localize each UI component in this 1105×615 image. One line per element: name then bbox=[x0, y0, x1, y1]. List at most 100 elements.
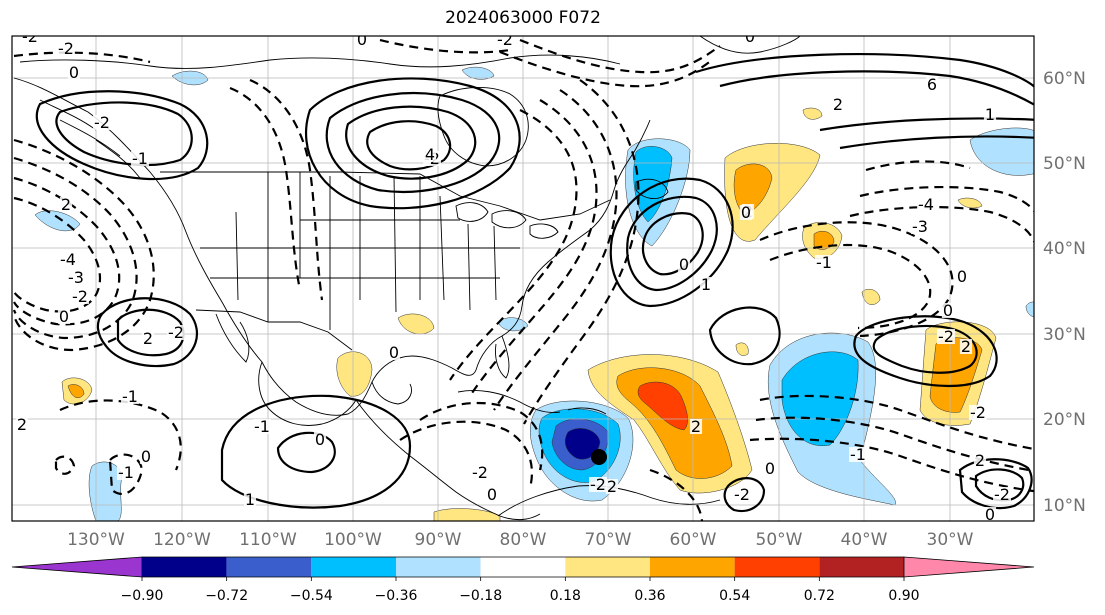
contour-label: 0 bbox=[741, 203, 751, 222]
contour-label: -2 bbox=[472, 463, 488, 482]
contour-label: 2 bbox=[833, 95, 843, 114]
contour-label: -2 bbox=[22, 27, 38, 46]
positive-anomaly-patch bbox=[735, 342, 749, 356]
contour-label: -1 bbox=[118, 463, 134, 482]
contour-label: -3 bbox=[912, 217, 928, 236]
contour-label: -4 bbox=[918, 195, 934, 214]
contour-label: -2 bbox=[590, 475, 606, 494]
contour-label: 0 bbox=[357, 30, 367, 49]
longitude-label: 90°W bbox=[415, 530, 462, 550]
contour-label: 1 bbox=[701, 275, 711, 294]
colorbar-swatch bbox=[480, 557, 566, 577]
colorbar-swatch bbox=[311, 557, 396, 577]
contour-label: 0 bbox=[957, 267, 967, 286]
contour-label: 0 bbox=[69, 63, 79, 82]
hudson-bay bbox=[437, 86, 529, 167]
positive-anomaly-patch bbox=[336, 351, 373, 397]
colorbar-tick-label: 0.72 bbox=[804, 588, 835, 604]
colorbar-swatch bbox=[819, 557, 904, 577]
colorbar-tick-label: −0.72 bbox=[205, 588, 248, 604]
yucatan bbox=[371, 381, 412, 405]
colorbar-swatch bbox=[734, 557, 820, 577]
contour-label: -2 bbox=[734, 485, 750, 504]
longitude-label: 100°W bbox=[324, 530, 382, 550]
colorbar-swatch bbox=[226, 557, 312, 577]
colorbar-tick-label: 0.54 bbox=[719, 588, 750, 604]
colorbar-swatch bbox=[650, 557, 735, 577]
contour-label: -2 bbox=[938, 327, 954, 346]
colorbar-tick-label: −0.54 bbox=[290, 588, 333, 604]
contour-lines bbox=[12, 38, 1034, 521]
contour-label: 0 bbox=[389, 343, 399, 362]
colorbar-tick-label: 0.90 bbox=[888, 588, 919, 604]
contour-label-group: -2020-2-1-2-4-3-202-20-120-110-20-22-246… bbox=[15, 27, 1011, 524]
negative-anomaly-patch bbox=[969, 127, 1034, 176]
positive-anomaly-patch bbox=[397, 313, 435, 335]
colorbar-tick-label: 0.18 bbox=[550, 588, 581, 604]
colorbar-tick-label: −0.18 bbox=[459, 588, 502, 604]
us-mexico-border bbox=[195, 309, 353, 351]
contour-label: 1 bbox=[245, 490, 255, 509]
negative-anomaly-patch bbox=[497, 317, 529, 332]
baja-california bbox=[215, 313, 250, 363]
contour-label: 0 bbox=[745, 27, 755, 46]
colorbar-tick-label: −0.90 bbox=[121, 588, 164, 604]
positive-anomaly-patch bbox=[802, 107, 823, 120]
positive-anomaly-patch bbox=[957, 197, 983, 209]
latitude-label: 50°N bbox=[1043, 154, 1086, 174]
contour-label: -2 bbox=[94, 113, 110, 132]
cuba bbox=[457, 390, 561, 413]
positive-contours bbox=[35, 53, 1034, 513]
negative-anomaly-patch bbox=[1025, 301, 1034, 318]
contour-label: 0 bbox=[59, 307, 69, 326]
contour-label: 2 bbox=[143, 329, 153, 348]
contour-label: -2 bbox=[994, 485, 1010, 504]
positive-anomaly-core bbox=[637, 381, 688, 431]
longitude-label: 60°W bbox=[670, 530, 717, 550]
us-canada-border bbox=[160, 171, 611, 221]
latitude-label: 30°N bbox=[1043, 325, 1086, 345]
contour-label: -2 bbox=[72, 287, 88, 306]
longitude-label: 120°W bbox=[153, 530, 211, 550]
contour-label: 0 bbox=[141, 447, 151, 466]
latitude-label: 40°N bbox=[1043, 239, 1086, 259]
contour-label: -1 bbox=[254, 417, 270, 436]
positive-anomaly-patch bbox=[733, 163, 773, 215]
contour-label: -1 bbox=[850, 445, 866, 464]
florida bbox=[495, 335, 510, 379]
contour-label: 0 bbox=[487, 485, 497, 504]
state-borders bbox=[200, 172, 520, 330]
latitude-label: 60°N bbox=[1043, 69, 1086, 89]
negative-anomaly-core bbox=[565, 428, 601, 460]
latitude-labels: 60°N 50°N 40°N 30°N 20°N 10°N bbox=[1043, 69, 1086, 516]
longitude-label: 50°W bbox=[756, 530, 803, 550]
longitude-label: 130°W bbox=[67, 530, 125, 550]
contour-label: -2 bbox=[58, 39, 74, 58]
great-lakes bbox=[455, 202, 559, 239]
contour-label: 2 bbox=[17, 415, 27, 434]
contour-label: 6 bbox=[927, 75, 937, 94]
contour-label: 0 bbox=[985, 505, 995, 524]
longitude-label: 80°W bbox=[500, 530, 547, 550]
negative-anomaly-core bbox=[781, 351, 859, 447]
canada-arctic-coast bbox=[19, 54, 621, 69]
greenland bbox=[699, 36, 801, 54]
longitude-label: 40°W bbox=[841, 530, 888, 550]
positive-anomaly-patch bbox=[433, 508, 501, 521]
contour-label: -1 bbox=[122, 387, 138, 406]
contour-label: -4 bbox=[60, 250, 76, 269]
contour-label: -1 bbox=[132, 149, 148, 168]
longitude-label: 30°W bbox=[927, 530, 974, 550]
negative-anomaly-patch bbox=[461, 66, 495, 80]
contour-label: 2 bbox=[975, 451, 985, 470]
contour-label: 2 bbox=[961, 337, 971, 356]
colorbar-tick-label: 0.36 bbox=[634, 588, 665, 604]
colorbar-tick-label: −0.36 bbox=[375, 588, 418, 604]
colorbar-swatch bbox=[142, 557, 227, 577]
contour-label: -3 bbox=[68, 268, 84, 287]
contour-label: 0 bbox=[315, 430, 325, 449]
colorbar: −0.90 −0.72 −0.54 −0.36 −0.18 0.18 0.36 0.54 0.7… bbox=[11, 556, 1035, 604]
positive-anomaly-patch bbox=[861, 289, 881, 305]
mexico-coast bbox=[258, 361, 357, 426]
latitude-label: 10°N bbox=[1043, 496, 1086, 516]
